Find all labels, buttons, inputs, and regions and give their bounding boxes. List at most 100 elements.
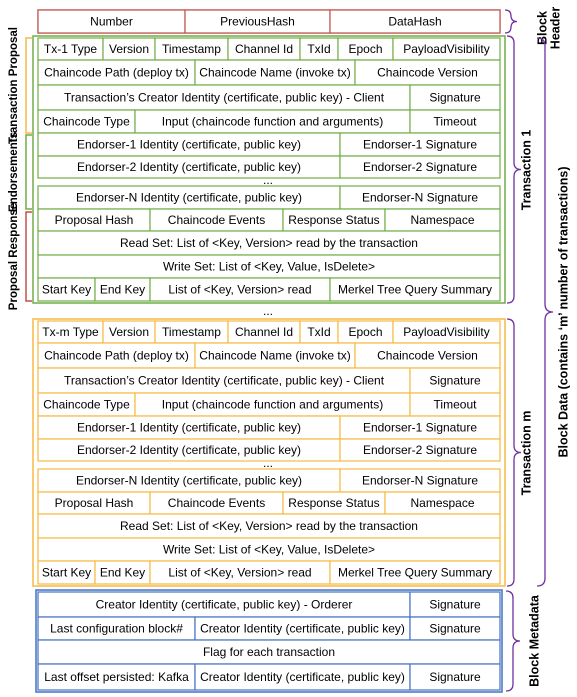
tx-field-text: Chaincode Name (invoke tx): [199, 349, 350, 363]
tx-field-text: PayloadVisibility: [403, 325, 490, 339]
tx-field-text: Timeout: [434, 398, 478, 412]
tx-field-text: Proposal Hash: [55, 496, 134, 510]
tx-field: [37, 230, 501, 256]
transaction-label: Transaction 1: [519, 130, 533, 211]
metadata-field-text: Creator Identity (certificate, public ke…: [96, 598, 353, 612]
brace: [504, 9, 518, 34]
tx-field-text: Read Set: List of <Key, Version> read by…: [120, 519, 418, 533]
metadata-field-text: Signature: [429, 670, 481, 684]
ellipsis: ...: [263, 173, 273, 187]
tx-field: [37, 513, 501, 539]
tx-field-text: Endorser-1 Signature: [363, 138, 477, 152]
tx-field-text: Chaincode Version: [377, 349, 478, 363]
ellipsis: ...: [263, 304, 273, 318]
block-header-label: Block: [535, 11, 549, 45]
tx-field-text: Namespace: [410, 213, 474, 227]
tx-field-text: Read Set: List of <Key, Version> read by…: [120, 236, 418, 250]
metadata-field-text: Last offset persisted: Kafka: [44, 670, 189, 684]
tx-field: [37, 367, 411, 394]
header-field-text: Number: [90, 15, 133, 29]
tx-field-text: Timeout: [434, 115, 478, 129]
header-field: [329, 9, 501, 34]
section-label: Endorsements: [8, 132, 20, 212]
metadata-field: [409, 591, 501, 618]
tx-field: [37, 59, 196, 86]
tx-field-text: Endorser-2 Signature: [363, 443, 477, 457]
metadata-field-text: Creator Identity (certificate, public ke…: [200, 670, 405, 684]
tx-field: [354, 59, 501, 86]
tx-field-text: Endorser-1 Signature: [363, 421, 477, 435]
tx-field-text: Endorser-2 Identity (certificate, public…: [77, 443, 301, 457]
tx-field-text: Timestamp: [162, 325, 221, 339]
tx-field-text: TxId: [307, 325, 330, 339]
transaction-box: [32, 35, 506, 304]
section-bracket: [25, 211, 32, 302]
section-bracket: [25, 37, 32, 134]
header-field-text: PreviousHash: [220, 15, 295, 29]
tx-field: [339, 155, 501, 179]
brace: [506, 35, 522, 304]
tx-field-text: Input (chaincode function and arguments): [162, 115, 383, 129]
tx-field-text: Transaction’s Creator Identity (certific…: [64, 374, 385, 388]
brace: [536, 37, 554, 587]
metadata-box: [35, 589, 503, 693]
tx-field: [329, 560, 501, 585]
tx-field-text: Endorser-1 Identity (certificate, public…: [77, 138, 301, 152]
tx-field-text: Version: [109, 325, 149, 339]
tx-field-text: Tx-m Type: [42, 325, 99, 339]
tx-field-text: List of <Key, Version> read: [168, 283, 311, 297]
metadata-field: [37, 663, 196, 691]
tx-field-text: Channel Id: [235, 325, 293, 339]
metadata-field-text: Signature: [429, 598, 481, 612]
tx-field-text: Endorser-2 Signature: [363, 160, 477, 174]
tx-field-text: Start Key: [42, 566, 91, 580]
tx-field-text: Chaincode Events: [168, 496, 265, 510]
section-label: Proposal Response: [8, 203, 20, 310]
metadata-field: [37, 639, 501, 665]
tx-field-text: Timestamp: [162, 42, 221, 56]
tx-field-text: Merkel Tree Query Summary: [338, 566, 492, 580]
tx-field-text: Input (chaincode function and arguments): [162, 398, 383, 412]
tx-field: [354, 342, 501, 369]
tx-field-text: Endorser-N Identity (certificate, public…: [76, 191, 302, 205]
metadata-field-text: Last configuration block#: [50, 622, 183, 636]
tx-field-text: Chaincode Type: [43, 398, 130, 412]
tx-field-text: Chaincode Path (deploy tx): [44, 66, 189, 80]
tx-field-text: Write Set: List of <Key, Value, IsDelete…: [163, 260, 375, 274]
tx-field-text: Chaincode Path (deploy tx): [44, 349, 189, 363]
tx-field-text: Epoch: [348, 42, 382, 56]
ellipsis: ...: [263, 456, 273, 470]
tx-field-text: Endorser-N Signature: [362, 191, 478, 205]
tx-field-text: Tx-1 Type: [44, 42, 97, 56]
tx-field-text: End Key: [100, 566, 145, 580]
tx-field-text: Response Status: [288, 213, 379, 227]
tx-field-text: Chaincode Events: [168, 213, 265, 227]
tx-field-text: Version: [109, 42, 149, 56]
tx-field-text: Chaincode Type: [43, 115, 130, 129]
tx-field-text: Proposal Hash: [55, 213, 134, 227]
tx-field-text: Endorser-1 Identity (certificate, public…: [77, 421, 301, 435]
brace: [506, 318, 522, 587]
tx-field-text: Epoch: [348, 325, 382, 339]
tx-field-text: TxId: [307, 42, 330, 56]
tx-field: [329, 277, 501, 302]
tx-field-text: Namespace: [410, 496, 474, 510]
tx-field-text: Chaincode Name (invoke tx): [199, 66, 350, 80]
transaction-label: Transaction m: [519, 411, 533, 496]
block-metadata-label: Block Metadata: [527, 594, 541, 687]
metadata-field-text: Creator Identity (certificate, public ke…: [200, 622, 405, 636]
tx-field-text: Signature: [429, 374, 481, 388]
brace: [505, 590, 521, 692]
tx-field-text: Chaincode Version: [377, 66, 478, 80]
tx-field-text: Start Key: [42, 283, 91, 297]
tx-field-text: Channel Id: [235, 42, 293, 56]
tx-field-text: Write Set: List of <Key, Value, IsDelete…: [163, 543, 375, 557]
tx-field-text: End Key: [100, 283, 145, 297]
metadata-field-text: Signature: [429, 622, 481, 636]
tx-field: [339, 438, 501, 462]
section-label: Transaction Proposal: [8, 27, 20, 144]
tx-field-text: Response Status: [288, 496, 379, 510]
tx-field-text: Endorser-N Identity (certificate, public…: [76, 474, 302, 488]
